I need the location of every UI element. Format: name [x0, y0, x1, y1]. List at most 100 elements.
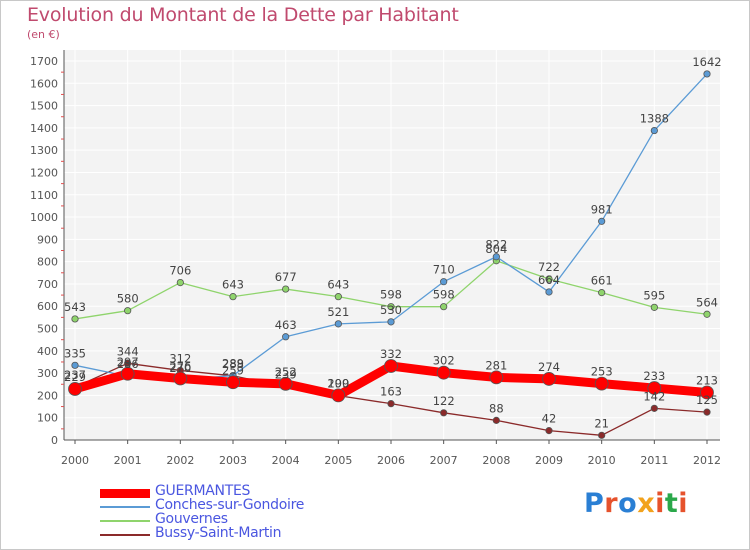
- chart-unit: (en €): [27, 28, 60, 41]
- data-label: 281: [485, 358, 507, 372]
- data-point: [278, 376, 293, 391]
- data-point: [120, 366, 135, 381]
- data-label: 21: [594, 416, 609, 430]
- data-point: [594, 376, 609, 391]
- data-label: 42: [542, 412, 557, 426]
- data-label: 213: [696, 374, 718, 388]
- data-label: 200: [327, 376, 349, 390]
- data-label: 288: [222, 357, 244, 371]
- y-tick-label: 400: [37, 345, 58, 358]
- x-tick-label: 2005: [324, 454, 352, 467]
- data-point: [384, 359, 398, 373]
- data-label: 1642: [692, 55, 721, 69]
- data-point: [440, 278, 448, 286]
- x-tick-label: 2010: [588, 454, 616, 467]
- data-point: [545, 288, 553, 296]
- data-point: [703, 310, 711, 318]
- data-label: 722: [538, 260, 560, 274]
- data-label: 595: [643, 288, 665, 302]
- data-point: [282, 333, 290, 341]
- y-tick-label: 900: [37, 233, 58, 246]
- legend-label: Bussy-Saint-Martin: [155, 525, 282, 541]
- data-point: [387, 318, 395, 326]
- data-label: 199: [327, 377, 349, 391]
- data-point: [700, 385, 714, 400]
- data-point: [68, 382, 82, 396]
- data-point: [650, 126, 658, 135]
- data-label: 286: [117, 357, 139, 371]
- data-label: 252: [275, 365, 297, 379]
- data-point: [71, 361, 79, 369]
- x-tick-label: 2004: [272, 454, 300, 467]
- data-label: 677: [275, 270, 297, 284]
- data-point: [598, 289, 606, 297]
- x-tick-label: 2001: [114, 454, 142, 467]
- proxiti-logo: Proxiti: [584, 488, 688, 519]
- y-tick-label: 1500: [30, 100, 58, 113]
- legend-label: Gouvernes: [155, 511, 228, 527]
- data-point: [542, 372, 556, 386]
- data-point: [703, 408, 711, 416]
- data-point: [650, 303, 658, 311]
- data-label: 312: [169, 351, 191, 365]
- data-label: 543: [64, 300, 86, 314]
- data-point: [545, 275, 553, 283]
- data-label: 344: [117, 344, 139, 358]
- legend-label: Conches-sur-Gondoire: [155, 497, 305, 513]
- data-point: [226, 375, 240, 390]
- data-point: [229, 293, 237, 301]
- logo-letter: i: [678, 488, 689, 519]
- x-tick-label: 2007: [430, 454, 458, 467]
- legend-swatch: [100, 520, 150, 522]
- legend-swatch: [100, 506, 150, 508]
- logo-letter: P: [584, 488, 605, 519]
- logo-letter: i: [655, 488, 665, 519]
- data-point: [436, 365, 451, 380]
- data-label: 335: [64, 346, 86, 360]
- data-label: 598: [433, 288, 455, 302]
- data-point: [334, 293, 342, 301]
- data-label: 580: [117, 292, 139, 306]
- data-label: 297: [117, 355, 139, 369]
- data-label: 142: [643, 389, 665, 403]
- data-label: 643: [222, 278, 244, 292]
- y-tick-label: 300: [37, 367, 58, 380]
- x-tick-label: 2002: [166, 454, 194, 467]
- data-point: [489, 370, 504, 385]
- data-label: 259: [222, 363, 244, 377]
- data-label: 229: [64, 370, 86, 384]
- data-label: 661: [591, 274, 613, 288]
- logo-letter: x: [637, 488, 656, 519]
- x-tick-label: 2003: [219, 454, 247, 467]
- data-label: 643: [327, 278, 349, 292]
- data-label: 274: [538, 360, 560, 374]
- y-tick-label: 1100: [30, 189, 58, 202]
- data-label: 302: [433, 354, 455, 368]
- legend-swatch: [100, 488, 150, 498]
- data-label: 981: [591, 202, 613, 216]
- logo-letter: r: [604, 488, 619, 519]
- data-label: 706: [169, 264, 191, 278]
- data-label: 233: [643, 369, 665, 383]
- y-tick-label: 100: [37, 412, 58, 425]
- legend-swatch: [100, 534, 150, 536]
- x-tick-label: 2008: [482, 454, 510, 467]
- data-label: 270: [169, 361, 191, 375]
- data-point: [492, 416, 500, 424]
- data-label: 822: [485, 238, 507, 252]
- y-tick-label: 0: [51, 434, 58, 447]
- y-tick-label: 1600: [30, 77, 58, 90]
- data-label: 253: [591, 365, 613, 379]
- data-label: 88: [489, 401, 504, 415]
- data-point: [598, 431, 606, 439]
- data-point: [545, 427, 553, 435]
- data-point: [71, 315, 79, 323]
- y-tick-label: 1300: [30, 144, 58, 157]
- x-tick-label: 2012: [693, 454, 721, 467]
- data-point: [331, 388, 346, 403]
- y-tick-label: 1400: [30, 122, 58, 135]
- data-point: [387, 400, 395, 408]
- logo-letter: t: [664, 488, 679, 519]
- data-point: [124, 359, 132, 367]
